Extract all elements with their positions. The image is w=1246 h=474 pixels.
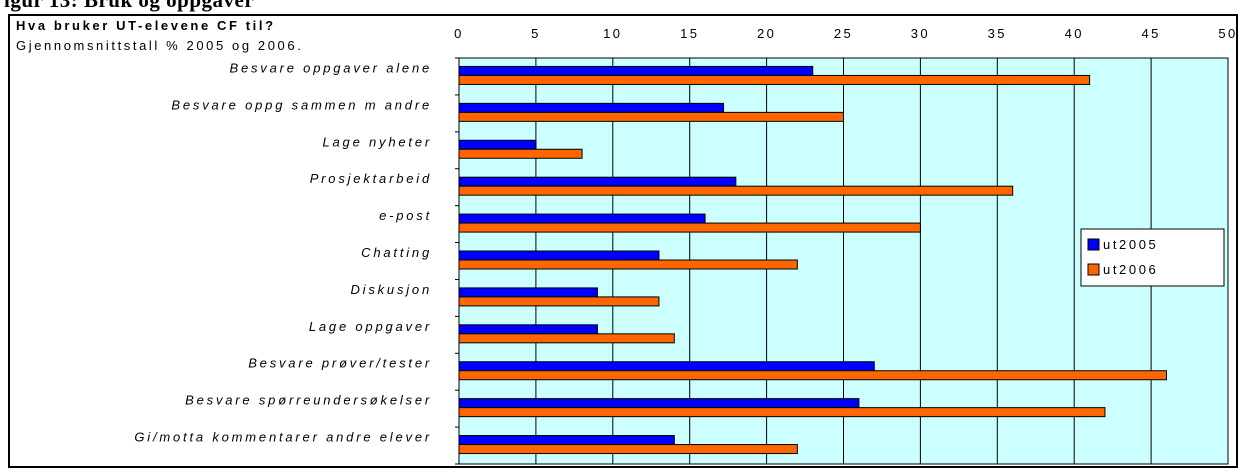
category-label: Lage nyheter	[323, 134, 433, 149]
bar-ut2006	[458, 148, 583, 159]
bar-ut2006	[458, 333, 675, 344]
category-label: Chatting	[361, 245, 432, 260]
bar-ut2005	[458, 287, 598, 298]
category-label: Lage oppgaver	[309, 319, 432, 334]
bar-ut2005	[458, 65, 814, 76]
category-label: e-post	[379, 208, 432, 223]
chart-title: Hva bruker UT-elevene CF til?	[16, 18, 276, 33]
bar-ut2006	[458, 185, 1014, 196]
bar-ut2006	[458, 407, 1106, 418]
bar-ut2006	[458, 74, 1091, 85]
x-tick-label: 15	[680, 26, 699, 41]
bar-ut2006	[458, 370, 1167, 381]
chart-subtitle: Gjennomsnittstall % 2005 og 2006.	[16, 38, 304, 53]
category-label: Prosjektarbeid	[310, 171, 432, 186]
legend-box	[1080, 228, 1225, 287]
bar-ut2005	[458, 398, 860, 409]
bar-ut2005	[458, 250, 660, 261]
bar-ut2005	[458, 435, 675, 446]
bar-ut2005	[458, 324, 598, 335]
category-label: Besvare spørreundersøkelser	[185, 393, 432, 408]
bar-ut2005	[458, 361, 875, 372]
category-label: Gi/motta kommentarer andre elever	[134, 430, 432, 445]
figure-heading-fragment: igur 13: Bruk og oppgaver	[4, 0, 255, 12]
bar-ut2006	[458, 296, 660, 307]
legend-swatch	[1087, 238, 1100, 251]
x-tick-label: 25	[834, 26, 853, 41]
x-tick-label: 30	[911, 26, 930, 41]
category-label: Besvare oppgaver alene	[229, 60, 432, 75]
bar-ut2006	[458, 259, 798, 270]
x-tick-label: 5	[531, 26, 541, 41]
x-tick-label: 10	[603, 26, 622, 41]
x-tick-label: 20	[757, 26, 776, 41]
bar-ut2005	[458, 139, 537, 150]
bar-ut2006	[458, 222, 921, 233]
category-label: Diskusjon	[350, 282, 432, 297]
x-tick-label: 0	[454, 26, 464, 41]
legend-swatch	[1087, 263, 1100, 276]
bar-ut2006	[458, 111, 844, 122]
category-label: Besvare prøver/tester	[248, 356, 432, 371]
x-tick-label: 50	[1218, 26, 1237, 41]
legend-label: ut2005	[1103, 237, 1158, 252]
bar-ut2005	[458, 102, 725, 113]
category-label: Besvare oppg sammen m andre	[171, 97, 432, 112]
x-tick-label: 45	[1141, 26, 1160, 41]
x-tick-label: 40	[1065, 26, 1084, 41]
bar-ut2006	[458, 444, 798, 455]
bar-ut2005	[458, 213, 706, 224]
legend-label: ut2006	[1103, 262, 1158, 277]
x-tick-label: 35	[988, 26, 1007, 41]
bar-ut2005	[458, 176, 737, 187]
